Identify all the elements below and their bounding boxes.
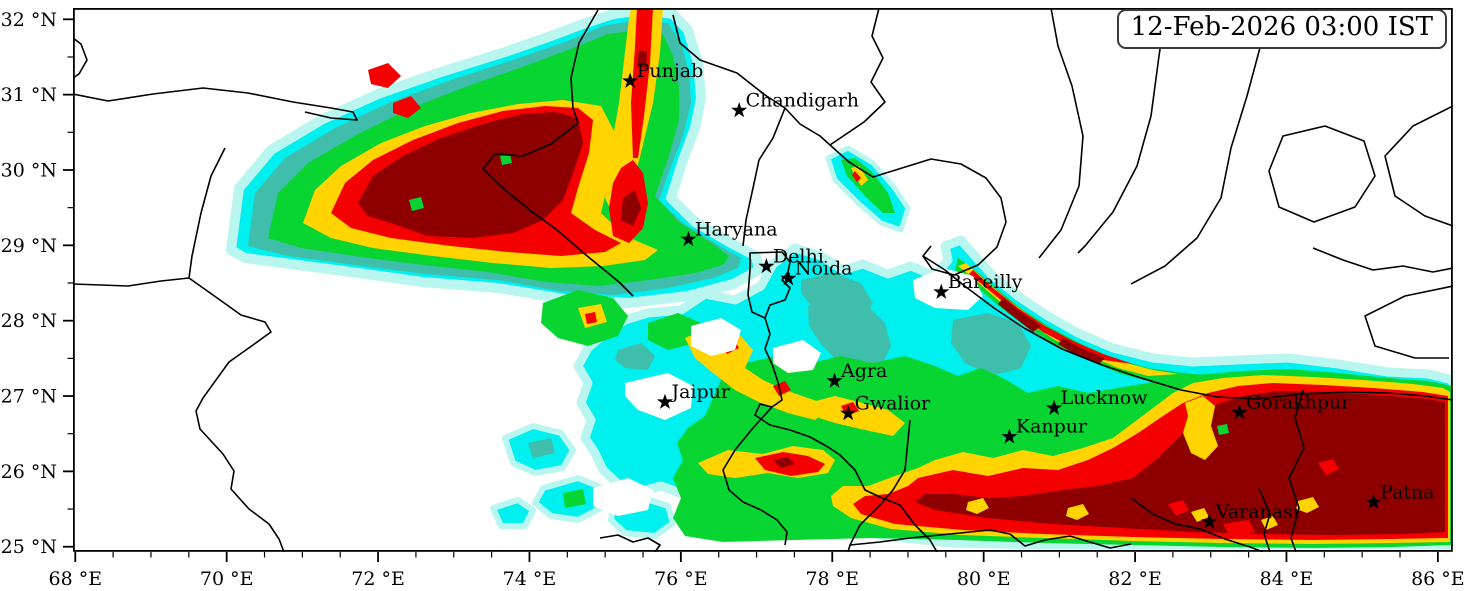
- lat-tick-label: 28 °N: [1, 310, 57, 332]
- lat-tick-label: 27 °N: [1, 386, 57, 408]
- city-star-delhi: [758, 257, 775, 274]
- lat-tick-label: 31 °N: [1, 84, 57, 106]
- city-star-gorakhpur: [1231, 404, 1248, 420]
- city-star-jaipur: [656, 393, 674, 409]
- ribbon-darkred-dot: [637, 50, 647, 68]
- city-label-agra: Agra: [840, 360, 887, 382]
- city-star-punjab: [622, 72, 639, 88]
- axis-ticks: 68 °E 70 °E 72 °E 74 °E 76 °E 78 °E 80 °E 82 °E…: [1, 9, 1465, 590]
- lon-tick-label: 70 °E: [200, 568, 254, 590]
- nw-red-speck: [393, 96, 421, 118]
- nw-green-dot: [409, 197, 424, 211]
- map-frame: [72, 7, 1453, 552]
- lat-tick-label: 30 °N: [1, 159, 57, 181]
- city-label-punjab: Punjab: [637, 60, 704, 82]
- city-star-kanpur: [1001, 428, 1018, 444]
- city-label-chandigarh: Chandigarh: [746, 89, 859, 111]
- lat-tick-label: 25 °N: [1, 536, 57, 558]
- se-specks: [966, 396, 1339, 538]
- nw-darkred-spot: [621, 190, 641, 226]
- timestamp-text: 12-Feb-2026 03:00 IST: [1130, 12, 1433, 42]
- city-star-patna: [1365, 493, 1382, 510]
- city-label-lucknow: Lucknow: [1061, 387, 1149, 409]
- foothill-band: [955, 258, 1213, 388]
- lat-tick-label: 26 °N: [1, 461, 57, 483]
- city-star-varanasi: [1201, 513, 1218, 529]
- city-star-lucknow: [1046, 399, 1063, 415]
- lon-tick-label: 86 °E: [1411, 568, 1465, 590]
- lon-tick-label: 78 °E: [805, 568, 859, 590]
- city-label-haryana: Haryana: [695, 218, 778, 240]
- green-speck: [563, 489, 586, 508]
- white-holes: [593, 268, 983, 516]
- lon-tick-label: 80 °E: [957, 568, 1011, 590]
- nw-green-dot: [500, 154, 512, 165]
- city-star-agra: [826, 372, 843, 388]
- city-label-bareilly: Bareilly: [948, 271, 1023, 293]
- city-star-noida: [780, 270, 797, 286]
- city-label-jaipur: Jaipur: [669, 381, 730, 403]
- city-label-varanasi: Varanasi: [1215, 501, 1299, 523]
- city-label-delhi: Delhi: [773, 245, 824, 267]
- boundary-lines: [73, 8, 1453, 552]
- lon-tick-label: 82 °E: [1108, 568, 1162, 590]
- city-star-chandigarh: [731, 102, 748, 118]
- timestamp-badge: 12-Feb-2026 03:00 IST: [1116, 9, 1447, 49]
- lat-tick-label: 29 °N: [1, 235, 57, 257]
- city-star-haryana: [680, 230, 697, 247]
- teal-speck: [528, 438, 555, 458]
- lat-tick-label: 32 °N: [1, 9, 57, 31]
- city-label-patna: Patna: [1380, 481, 1434, 503]
- lon-tick-label: 74 °E: [503, 568, 557, 590]
- lon-tick-label: 84 °E: [1260, 568, 1314, 590]
- city-star-bareilly: [933, 283, 950, 299]
- city-label-noida: Noida: [795, 257, 853, 279]
- lon-tick-label: 76 °E: [654, 568, 708, 590]
- city-label-kanpur: Kanpur: [1016, 416, 1088, 438]
- nw-red-ribbon: [631, 8, 653, 158]
- chandigarh-foothill-strip: [825, 145, 911, 233]
- lon-tick-label: 68 °E: [48, 568, 102, 590]
- city-star-gwalior: [840, 404, 857, 421]
- nw-red-speck: [368, 63, 401, 88]
- city-label-gorakhpur: Gorakhpur: [1246, 392, 1351, 414]
- lon-tick-label: 72 °E: [351, 568, 405, 590]
- city-label-gwalior: Gwalior: [855, 392, 931, 414]
